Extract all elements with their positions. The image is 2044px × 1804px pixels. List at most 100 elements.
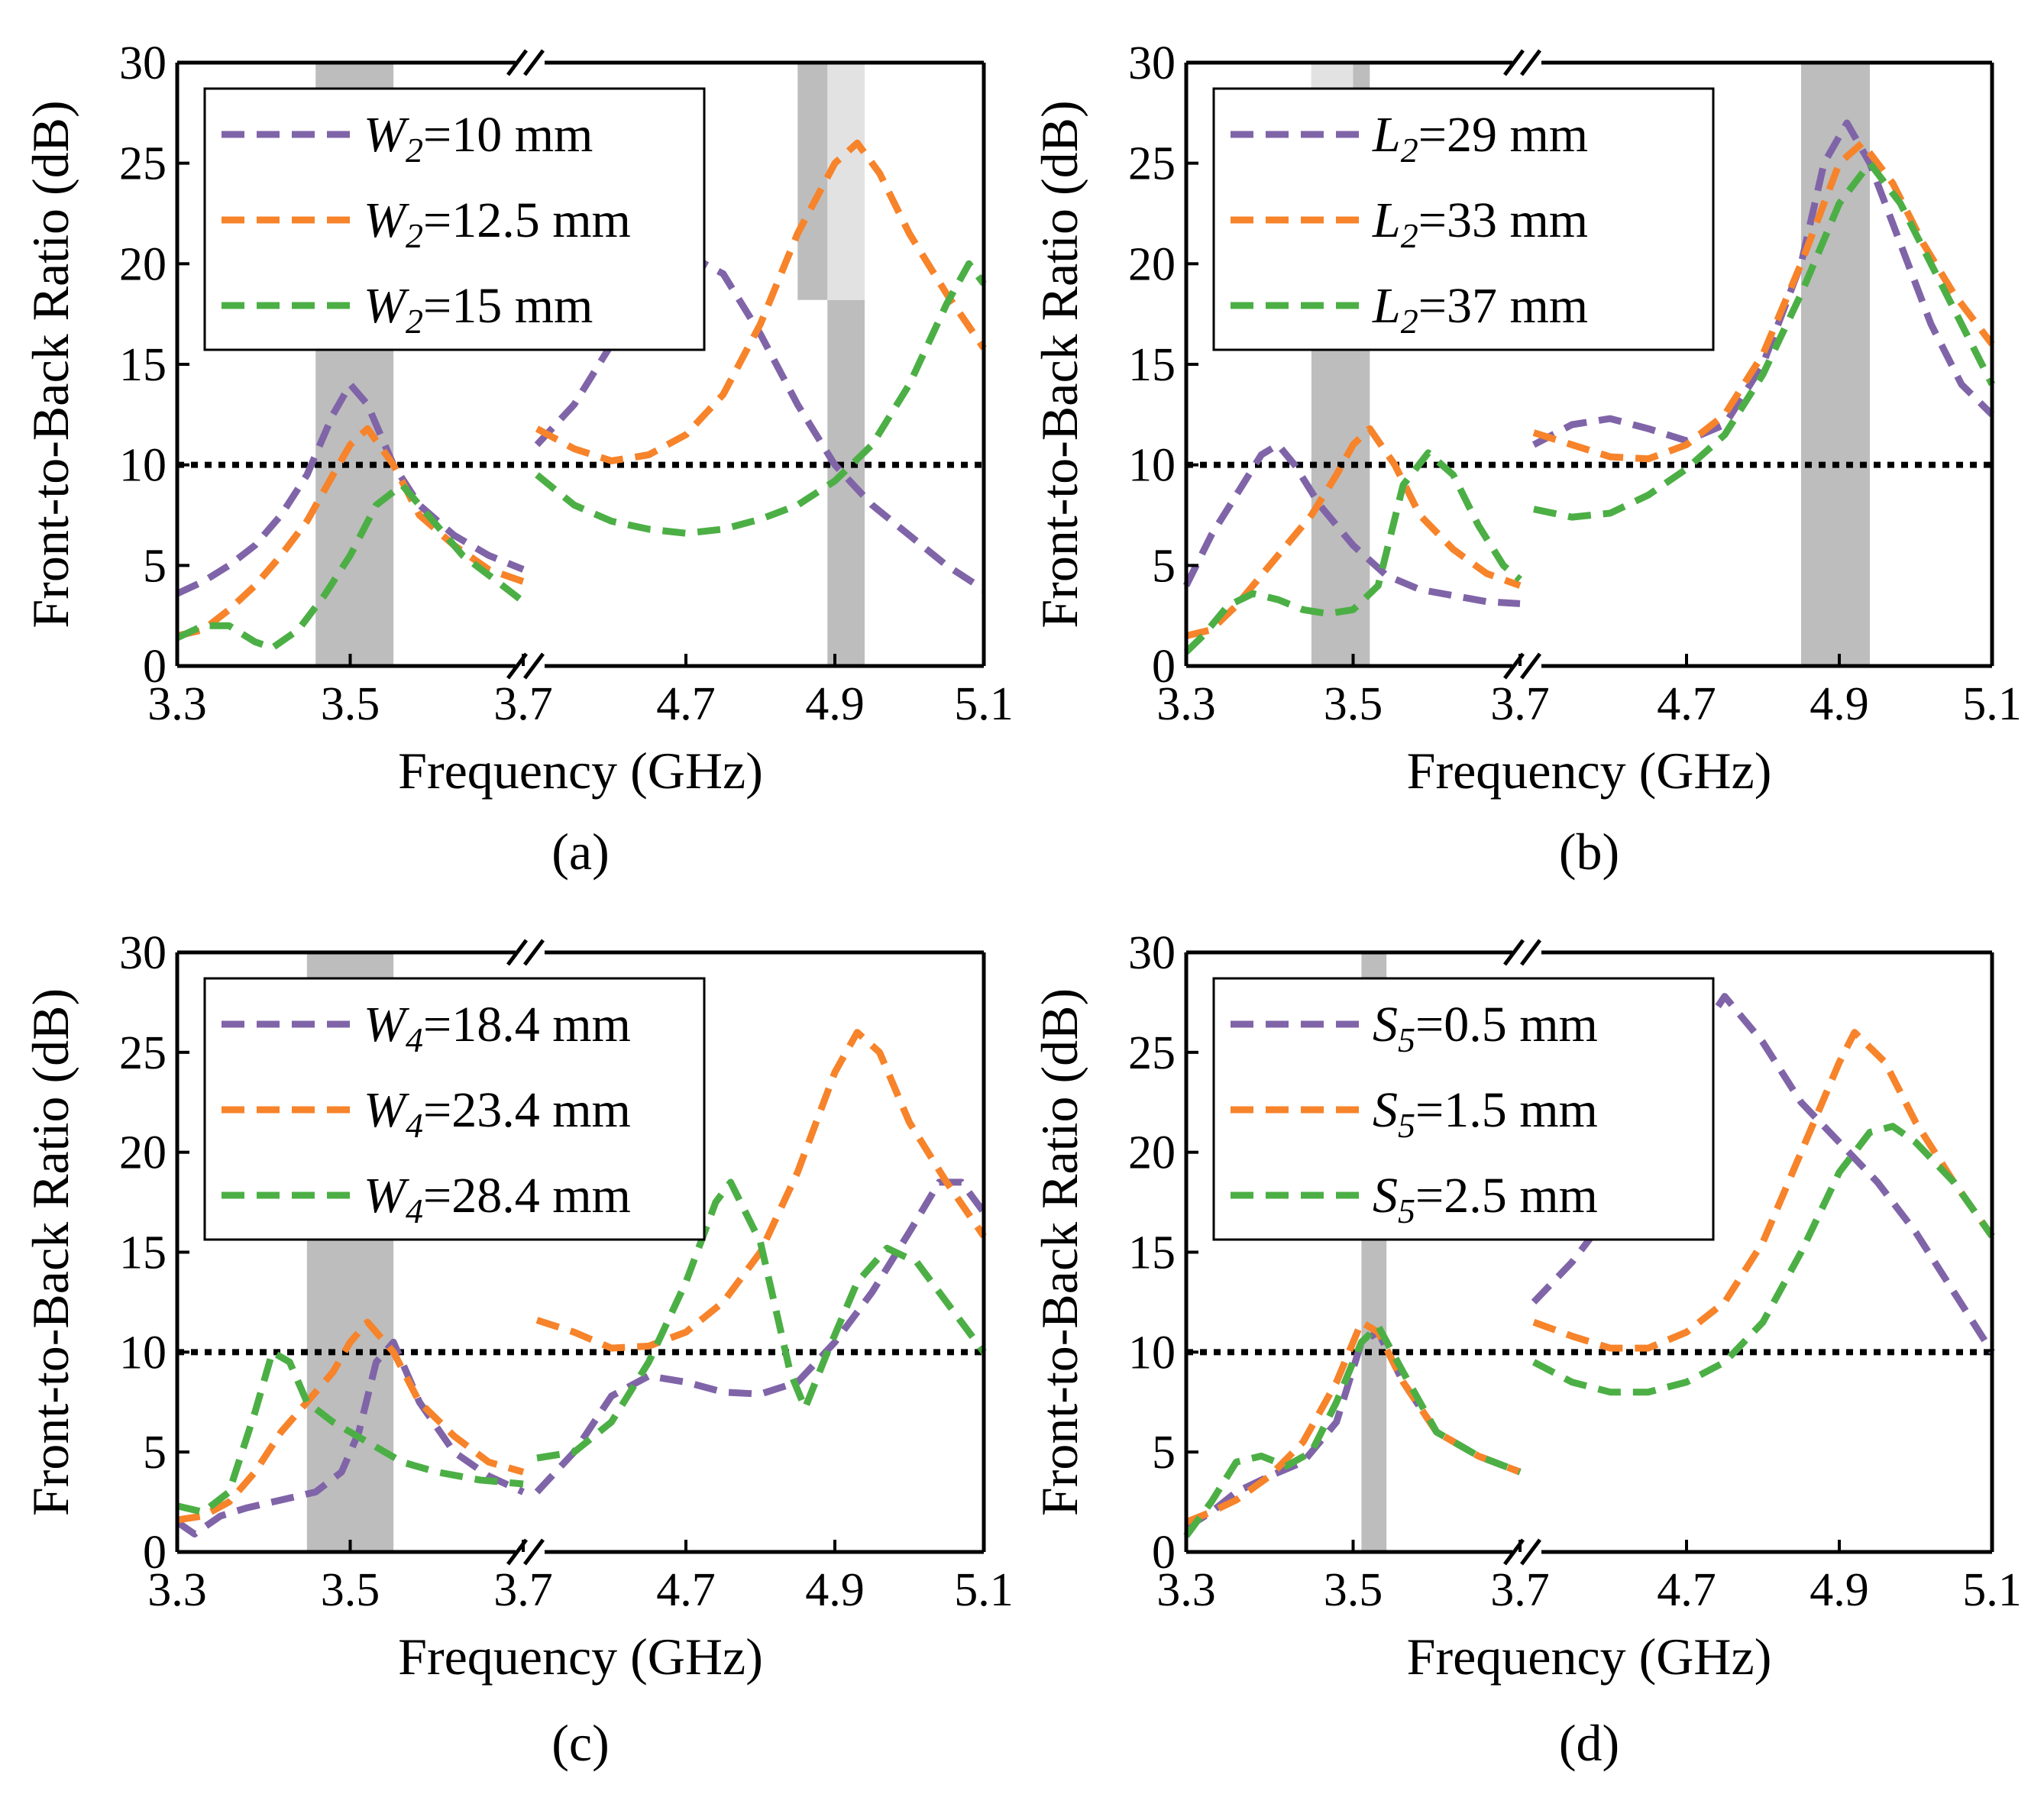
legend-entry: W4=28.4 mm xyxy=(364,1168,631,1230)
series-line-green-2 xyxy=(1533,160,1996,521)
legend-sub: 2 xyxy=(406,216,423,255)
series-line-orange-2 xyxy=(535,1029,987,1352)
y-tick-label: 25 xyxy=(119,138,167,190)
y-tick-label: 5 xyxy=(143,540,167,592)
x-tick-label: 3.3 xyxy=(1156,678,1216,730)
y-tick-label: 15 xyxy=(1128,339,1176,391)
legend-sub: 5 xyxy=(1398,1020,1415,1059)
band-3 xyxy=(797,63,828,300)
legend-box xyxy=(1212,87,1715,351)
legend-var: W xyxy=(364,107,409,163)
x-axis-label: Frequency (GHz) xyxy=(1407,1628,1772,1686)
x-tick-label: 3.7 xyxy=(1490,678,1550,730)
x-tick-label: 3.7 xyxy=(1490,1564,1550,1616)
x-tick-label: 3.3 xyxy=(1156,1564,1216,1616)
y-axis-label: Front-to-Back Ratio (dB) xyxy=(21,100,79,628)
series-line-orange-2 xyxy=(1532,139,1995,463)
legend-entry: S5=1.5 mm xyxy=(1373,1082,1598,1145)
bottom-axis-break-mark-2 xyxy=(1520,652,1541,680)
x-tick-label: 3.5 xyxy=(1324,1564,1383,1616)
legend-var: W xyxy=(364,997,409,1052)
panel-label: (c) xyxy=(551,1714,609,1772)
y-tick-label: 15 xyxy=(119,1227,167,1279)
top-axis-break-mark-2 xyxy=(523,939,545,966)
band-2 xyxy=(827,63,865,300)
legend-sub: 2 xyxy=(406,302,423,341)
y-tick-label: 0 xyxy=(1152,1527,1176,1579)
y-tick-label: 25 xyxy=(1128,1027,1176,1079)
y-axis-label: Front-to-Back Ratio (dB) xyxy=(1030,988,1088,1516)
legend-entry: W2=12.5 mm xyxy=(364,192,631,255)
legend-rest: =2.5 mm xyxy=(1415,1168,1598,1224)
x-tick-label: 5.1 xyxy=(954,678,1014,730)
series-line-orange-1 xyxy=(1185,1318,1522,1525)
legend-rest: =28.4 mm xyxy=(423,1168,631,1224)
series-line-purple-2 xyxy=(534,1178,987,1495)
y-tick-label: 5 xyxy=(1152,1427,1176,1479)
legend-entry: S5=2.5 mm xyxy=(1373,1168,1598,1230)
series-line-orange-2 xyxy=(1532,1029,1995,1352)
top-axis-break-mark-1 xyxy=(506,49,528,76)
legend-rest: =10 mm xyxy=(423,107,593,163)
legend-sub: 5 xyxy=(1398,1106,1415,1145)
y-tick-label: 10 xyxy=(1128,1327,1176,1379)
legend-var: S xyxy=(1373,1082,1398,1138)
panel-d: 0 5 10 15 20 25 30 3.3 3.5 3.7 4.7 4.9 5.1 Frequency … xyxy=(1030,927,2022,1772)
x-tick-label: 3.3 xyxy=(147,1564,207,1616)
legend-entry: S5=0.5 mm xyxy=(1373,997,1598,1059)
legend-sub: 4 xyxy=(406,1191,423,1230)
legend-sub: 4 xyxy=(406,1020,423,1059)
top-axis-break-mark-1 xyxy=(1503,49,1525,76)
bottom-axis-break-mark-2 xyxy=(1520,1538,1541,1566)
series-line-green-1 xyxy=(1183,1322,1522,1538)
panel-c: 0 5 10 15 20 25 30 3.3 3.5 3.7 4.7 4.9 5.1 Frequency … xyxy=(21,927,1014,1772)
y-tick-label: 20 xyxy=(1128,238,1176,290)
legend-sub: 2 xyxy=(1401,216,1418,255)
legend-entry: L2=33 mm xyxy=(1372,192,1588,255)
y-tick-label: 0 xyxy=(143,1527,167,1579)
x-tick-label: 4.7 xyxy=(1657,678,1716,730)
legend-sub: 5 xyxy=(1398,1191,1415,1230)
legend-entry: W4=18.4 mm xyxy=(364,997,631,1059)
bottom-axis-break-mark-2 xyxy=(523,1538,545,1566)
y-tick-label: 20 xyxy=(1128,1127,1176,1179)
panel-label: (b) xyxy=(1559,823,1619,881)
y-tick-label: 30 xyxy=(119,37,167,89)
legend-rest: =18.4 mm xyxy=(423,997,631,1052)
y-tick-label: 0 xyxy=(143,641,167,693)
series-line-green-1 xyxy=(1183,449,1522,655)
legend-sub: 2 xyxy=(1401,302,1418,341)
series-line-green-2 xyxy=(535,260,987,537)
series-line-orange-2 xyxy=(535,139,987,464)
x-tick-label: 3.5 xyxy=(321,1564,380,1616)
y-tick-label: 30 xyxy=(119,927,167,979)
legend-var: W xyxy=(364,1168,409,1224)
x-axis-label: Frequency (GHz) xyxy=(1407,742,1772,800)
legend-rest: =0.5 mm xyxy=(1415,997,1598,1052)
y-tick-label: 10 xyxy=(119,440,167,492)
y-tick-label: 30 xyxy=(1128,37,1176,89)
x-tick-label: 4.9 xyxy=(805,678,865,730)
y-tick-label: 20 xyxy=(119,238,167,290)
x-tick-label: 3.5 xyxy=(1324,678,1383,730)
y-tick-label: 30 xyxy=(1128,927,1176,979)
legend-sub: 2 xyxy=(406,131,423,170)
y-tick-label: 5 xyxy=(1152,540,1176,592)
x-tick-label: 4.7 xyxy=(656,1564,716,1616)
x-tick-label: 4.9 xyxy=(805,1564,865,1616)
x-tick-label: 3.7 xyxy=(493,1564,553,1616)
legend-var: W xyxy=(364,192,409,248)
series-line-green-1 xyxy=(176,481,526,651)
x-tick-label: 4.7 xyxy=(656,678,716,730)
legend-rest: =1.5 mm xyxy=(1415,1082,1598,1138)
legend-sub: 4 xyxy=(406,1106,423,1145)
legend-var: L xyxy=(1372,107,1401,163)
x-axis-label: Frequency (GHz) xyxy=(398,1628,763,1686)
legend-entry: L2=37 mm xyxy=(1372,278,1588,341)
legend-var: L xyxy=(1372,278,1401,334)
series-line-purple-1 xyxy=(176,380,525,597)
